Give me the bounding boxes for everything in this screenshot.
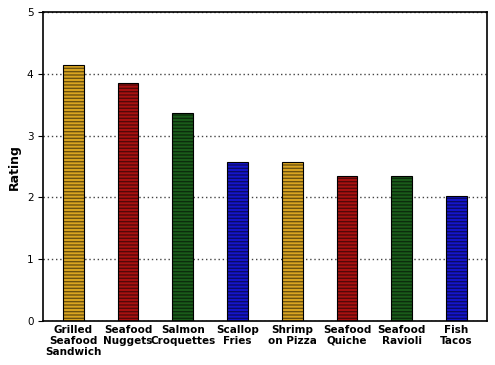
Bar	[282, 162, 303, 321]
Bar	[118, 83, 139, 321]
Bar	[118, 83, 139, 321]
Bar	[227, 162, 248, 321]
Bar	[63, 65, 84, 321]
Bar	[282, 162, 303, 321]
Bar	[337, 176, 357, 321]
Y-axis label: Rating: Rating	[8, 144, 21, 189]
Bar	[172, 113, 193, 321]
Bar	[446, 196, 467, 321]
Bar	[63, 65, 84, 321]
Bar	[227, 162, 248, 321]
Bar	[337, 176, 357, 321]
Bar	[446, 196, 467, 321]
Bar	[392, 176, 412, 321]
Bar	[172, 113, 193, 321]
Bar	[392, 176, 412, 321]
